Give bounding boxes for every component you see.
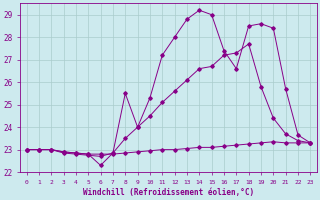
X-axis label: Windchill (Refroidissement éolien,°C): Windchill (Refroidissement éolien,°C)	[83, 188, 254, 197]
